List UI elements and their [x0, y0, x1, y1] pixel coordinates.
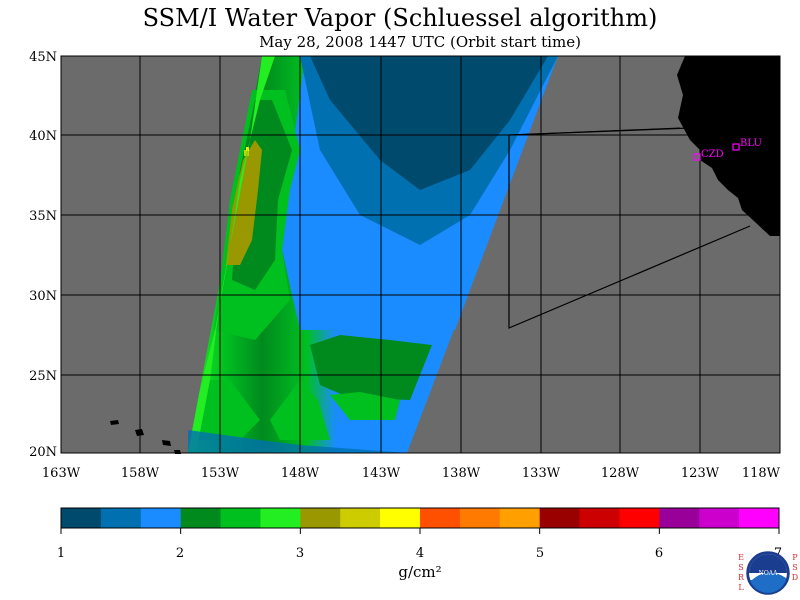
colorbar-tick-label: 3	[296, 546, 304, 561]
colorbar-tick-label: 6	[655, 546, 663, 561]
colorbar-segment	[539, 508, 581, 528]
lon-label: 153W	[201, 466, 240, 481]
noaa-logo: NOAA	[746, 551, 790, 595]
logo-letter: S	[792, 563, 797, 572]
land-mass	[677, 56, 780, 236]
station-label-blu: BLU	[740, 138, 762, 149]
lon-label: 133W	[522, 466, 561, 481]
lat-label: 40N	[29, 129, 57, 144]
logo-letter: R	[738, 573, 745, 582]
colorbar-segment	[420, 508, 461, 528]
logo-letter: L	[738, 583, 744, 592]
lon-label: 123W	[681, 466, 720, 481]
lon-label: 148W	[281, 466, 320, 481]
colorbar-tick-label: 5	[536, 546, 544, 561]
colorbar-segment	[300, 508, 341, 528]
colorbar-segment	[699, 508, 740, 528]
colorbar-segment	[340, 508, 381, 528]
lon-label: 158W	[121, 466, 160, 481]
lat-lon-grid	[61, 56, 780, 453]
colorbar-segment	[380, 508, 421, 528]
lat-label: 35N	[29, 209, 57, 224]
longitude-labels: 163W 158W 153W 148W 143W 138W 133W 128W …	[42, 466, 781, 481]
water-vapor-swath	[188, 56, 558, 453]
logo-letter: D	[792, 573, 798, 582]
island	[162, 440, 171, 446]
lat-label: 25N	[29, 369, 57, 384]
colorbar-tick-label: 4	[416, 546, 424, 561]
lat-label: 30N	[29, 289, 57, 304]
colorbar-segment	[220, 508, 261, 528]
colorbar-segment	[659, 508, 700, 528]
colorbar-segment	[499, 508, 541, 528]
colorbar-segment	[619, 508, 660, 528]
logo-name: NOAA	[759, 570, 779, 577]
island	[110, 420, 119, 425]
lon-label: 143W	[362, 466, 401, 481]
colorbar-segment	[459, 508, 501, 528]
colorbar-tick-labels: 1 2 3 4 5 6 7	[57, 546, 782, 561]
colorbar-segment	[260, 508, 301, 528]
lon-label: 138W	[442, 466, 481, 481]
map-frame	[60, 55, 781, 454]
station-label-czd: CZD	[701, 149, 724, 160]
map-title: SSM/I Water Vapor (Schluessel algorithm)	[142, 4, 658, 32]
lat-label: 20N	[29, 445, 57, 460]
lat-label: 45N	[29, 50, 57, 65]
colorbar-tick-label: 1	[57, 546, 65, 561]
colorbar-segment	[739, 508, 780, 528]
lon-label: 163W	[42, 466, 81, 481]
logo-letter: E	[738, 553, 744, 562]
latitude-labels: 45N 40N 35N 30N 25N 20N	[29, 50, 57, 460]
station-czd: CZD	[693, 149, 724, 161]
lon-label: 128W	[601, 466, 640, 481]
map-subtitle: May 28, 2008 1447 UTC (Orbit start time)	[259, 33, 581, 51]
colorbar-segment	[140, 508, 182, 528]
colorbar-tick-label: 2	[176, 546, 184, 561]
colorbar-unit-label: g/cm²	[398, 563, 441, 581]
outline-region	[508, 127, 751, 329]
logo-letter: S	[738, 563, 743, 572]
colorbar-segment	[100, 508, 142, 528]
colorbar	[60, 507, 780, 534]
colorbar-tick-label: 7	[774, 546, 782, 561]
colorbar-segment	[180, 508, 222, 528]
lon-label: 118W	[742, 466, 781, 481]
station-blu: BLU	[732, 138, 762, 151]
colorbar-segment	[579, 508, 620, 528]
logo-letter: P	[792, 553, 798, 562]
logo-right-letters: PSD	[792, 553, 799, 582]
colorbar-segment	[61, 508, 102, 528]
